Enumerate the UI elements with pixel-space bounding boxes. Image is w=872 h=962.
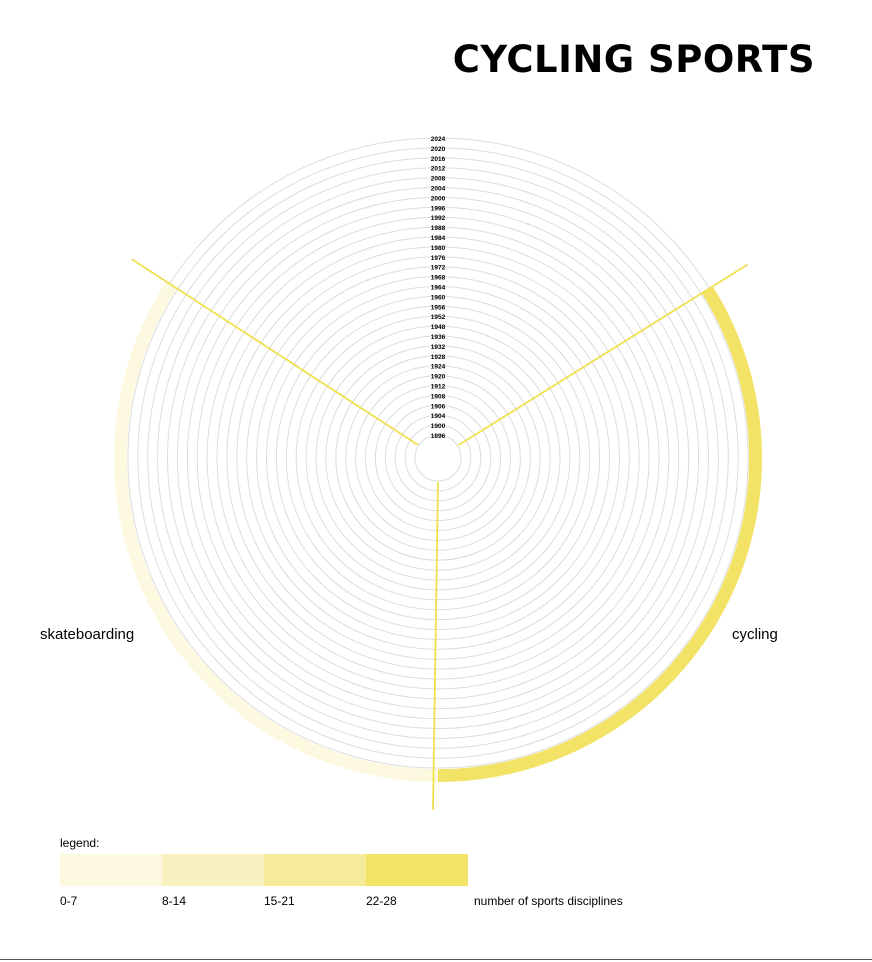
legend-range-label: 8-14 [162, 894, 187, 908]
year-label-1968: 1968 [431, 275, 446, 282]
ring-1996 [186, 206, 690, 710]
footer-divider [0, 959, 872, 960]
ring-1924 [345, 365, 531, 551]
year-label-1996: 1996 [431, 205, 446, 212]
year-label-1920: 1920 [431, 374, 446, 381]
ring-1984 [216, 236, 660, 680]
year-label-1992: 1992 [431, 215, 446, 222]
year-label-1984: 1984 [431, 235, 446, 242]
year-labels: 1896 1900 1904 1906 1908 1912 1920 1924 1928 1932… [431, 136, 446, 440]
ring-1952 [295, 315, 581, 601]
legend-swatches [60, 854, 468, 886]
year-label-1980: 1980 [431, 245, 446, 252]
legend-range-label: 15-21 [264, 894, 295, 908]
ring-1988 [206, 226, 670, 690]
skateboarding-divider [131, 258, 419, 446]
category-label-cycling: cycling [732, 626, 778, 643]
cycling-divider [457, 263, 749, 447]
ring-1972 [246, 266, 630, 650]
year-label-1960: 1960 [431, 294, 446, 301]
legend-swatch [60, 854, 162, 886]
arc-cycling [438, 286, 762, 782]
year-label-1900: 1900 [431, 423, 446, 430]
ring-2020 [127, 147, 749, 769]
ring-1896 [414, 434, 462, 482]
year-label-1924: 1924 [431, 364, 446, 371]
category-label-skateboarding: skateboarding [40, 626, 135, 643]
ring-2000 [176, 196, 700, 720]
sector-dividers [131, 258, 749, 811]
legend-swatch [264, 854, 366, 886]
ring-1960 [275, 295, 601, 621]
bottom-divider [432, 481, 439, 811]
ring-2016 [137, 157, 739, 759]
year-label-2000: 2000 [431, 195, 446, 202]
year-label-1906: 1906 [431, 403, 446, 410]
category-arcs [114, 281, 762, 782]
chart-title: CYCLING SPORTS [452, 38, 815, 81]
year-label-1952: 1952 [431, 314, 446, 321]
year-label-1896: 1896 [431, 433, 446, 440]
year-label-1936: 1936 [431, 334, 446, 341]
year-label-2008: 2008 [431, 176, 446, 183]
ring-1956 [285, 305, 591, 611]
ring-1980 [226, 246, 650, 670]
ring-2012 [147, 167, 729, 749]
ring-1948 [305, 325, 571, 591]
year-label-1988: 1988 [431, 225, 446, 232]
year-label-1948: 1948 [431, 324, 446, 331]
legend-swatch [162, 854, 264, 886]
ring-grid [117, 137, 759, 779]
ring-2004 [167, 187, 709, 729]
year-label-2004: 2004 [431, 186, 446, 193]
year-label-1912: 1912 [431, 384, 446, 391]
year-label-1904: 1904 [431, 413, 446, 420]
ring-1976 [236, 256, 640, 660]
legend-range-label: 22-28 [366, 894, 397, 908]
ring-1928 [335, 355, 541, 561]
year-label-1964: 1964 [431, 285, 446, 292]
year-label-1908: 1908 [431, 393, 446, 400]
year-label-1932: 1932 [431, 344, 446, 351]
legend-ranges: 0-7 8-14 15-21 22-28 [60, 894, 468, 908]
ring-1932 [325, 345, 551, 571]
year-label-2016: 2016 [431, 156, 446, 163]
legend-note: number of sports disciplines [474, 894, 623, 908]
ring-2008 [157, 177, 719, 739]
arc-skateboarding [114, 281, 439, 782]
ring-1936 [315, 335, 561, 581]
year-label-2020: 2020 [431, 146, 446, 153]
ring-1968 [256, 276, 620, 640]
legend-range-label: 0-7 [60, 894, 78, 908]
year-label-2024: 2024 [431, 136, 446, 143]
legend-title: legend: [60, 836, 100, 850]
ring-1964 [266, 286, 610, 630]
legend-swatch [366, 854, 468, 886]
year-label-1972: 1972 [431, 265, 446, 272]
year-label-2012: 2012 [431, 166, 446, 173]
year-label-1976: 1976 [431, 255, 446, 262]
ring-1992 [196, 216, 680, 700]
year-label-1928: 1928 [431, 354, 446, 361]
year-label-1956: 1956 [431, 304, 446, 311]
